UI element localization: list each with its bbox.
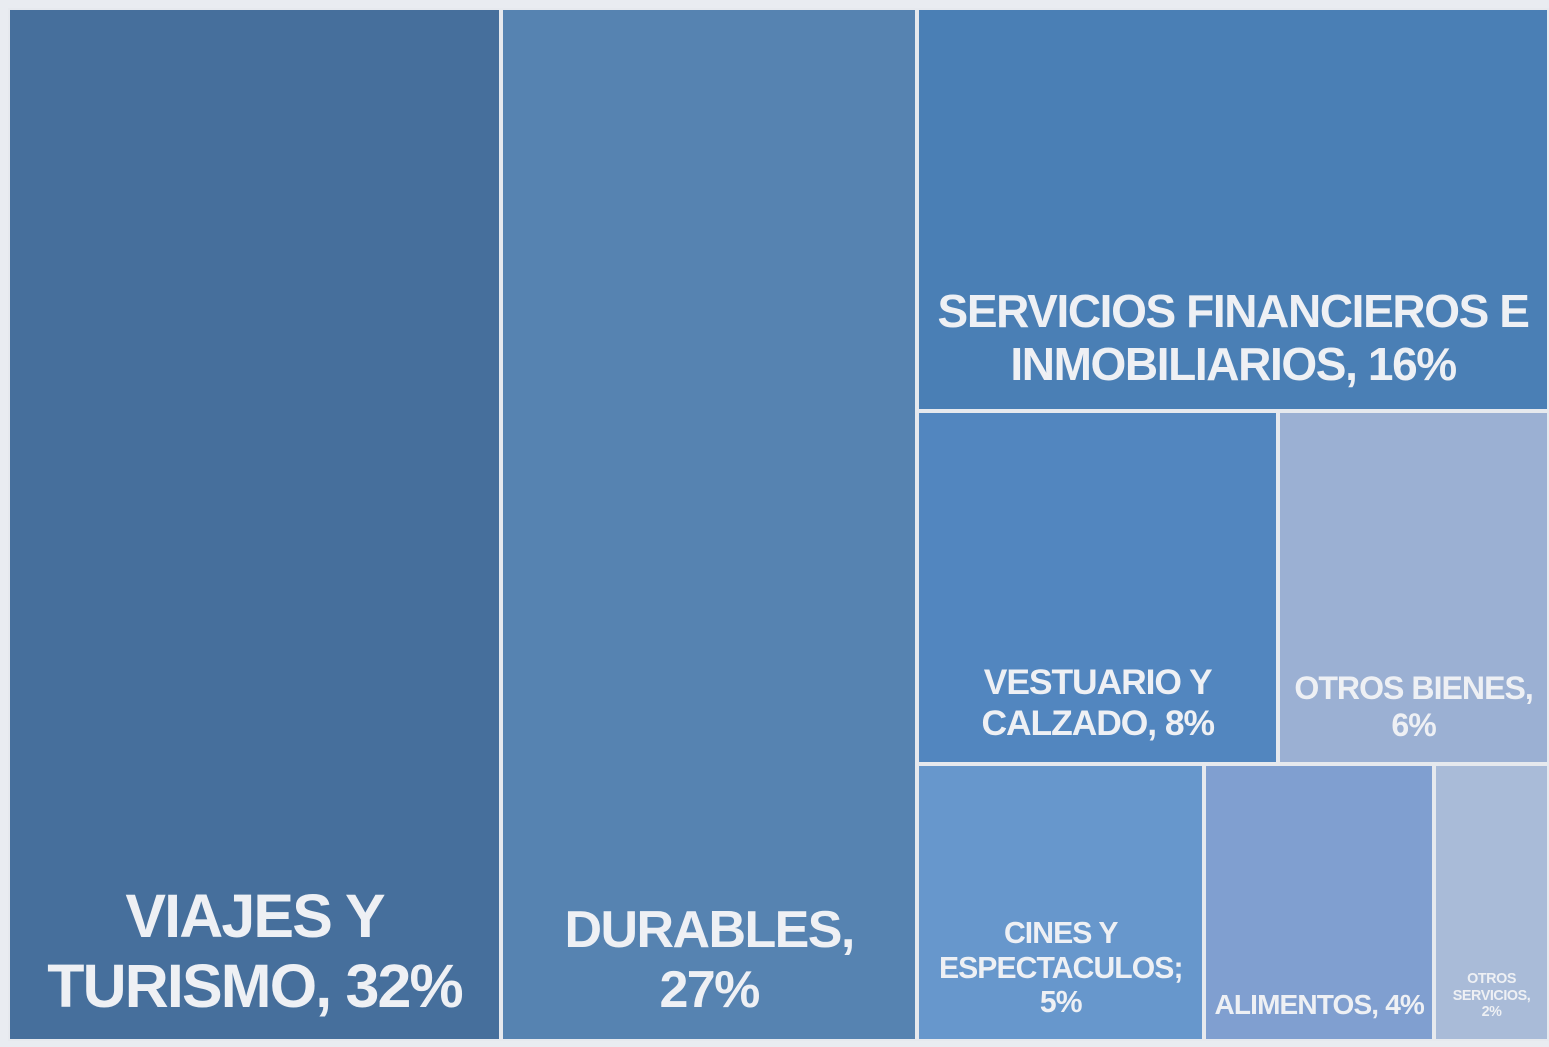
tile: CINES Y ESPECTACULOS; 5% xyxy=(917,764,1204,1041)
tile-label: DURABLES, 27% xyxy=(509,901,909,1021)
tile: OTROS BIENES, 6% xyxy=(1278,411,1549,764)
category-label: ALIMENTOS, xyxy=(1214,989,1378,1020)
tile: VIAJES Y TURISMO, 32% xyxy=(8,8,501,1041)
value-label: 27% xyxy=(659,961,758,1019)
tile-label: VIAJES Y TURISMO, 32% xyxy=(16,881,493,1021)
category-label: VIAJES Y TURISMO, xyxy=(47,882,384,1020)
tile: DURABLES, 27% xyxy=(501,8,917,1041)
category-label: OTROS BIENES, xyxy=(1294,670,1532,706)
tile: VESTUARIO Y CALZADO, 8% xyxy=(917,411,1278,764)
value-label: 5% xyxy=(1040,986,1082,1019)
tile-label: VESTUARIO Y CALZADO, 8% xyxy=(925,662,1270,744)
category-label: OTROS SERVICIOS, xyxy=(1453,971,1531,1004)
category-label: CINES Y ESPECTACULOS; xyxy=(939,917,1183,985)
tile: OTROS SERVICIOS, 2% xyxy=(1434,764,1549,1041)
value-label: 4% xyxy=(1385,989,1424,1020)
tile-label: SERVICIOS FINANCIEROS E INMOBILIARIOS, 1… xyxy=(925,285,1541,391)
tile-label: CINES Y ESPECTACULOS; 5% xyxy=(925,917,1196,1021)
treemap: VIAJES Y TURISMO, 32%DURABLES, 27%SERVIC… xyxy=(8,8,1549,1041)
value-label: 6% xyxy=(1391,707,1435,743)
value-label: 16% xyxy=(1368,338,1456,390)
value-label: 32% xyxy=(345,952,461,1020)
value-label: 2% xyxy=(1482,1004,1502,1020)
tile-label: OTROS BIENES, 6% xyxy=(1286,670,1541,744)
value-label: 8% xyxy=(1165,703,1214,743)
tile: ALIMENTOS, 4% xyxy=(1204,764,1434,1041)
category-label: DURABLES, xyxy=(564,901,853,959)
tile-label: ALIMENTOS, 4% xyxy=(1214,989,1424,1021)
tile-label: OTROS SERVICIOS, 2% xyxy=(1442,971,1541,1021)
tile: SERVICIOS FINANCIEROS E INMOBILIARIOS, 1… xyxy=(917,8,1549,411)
